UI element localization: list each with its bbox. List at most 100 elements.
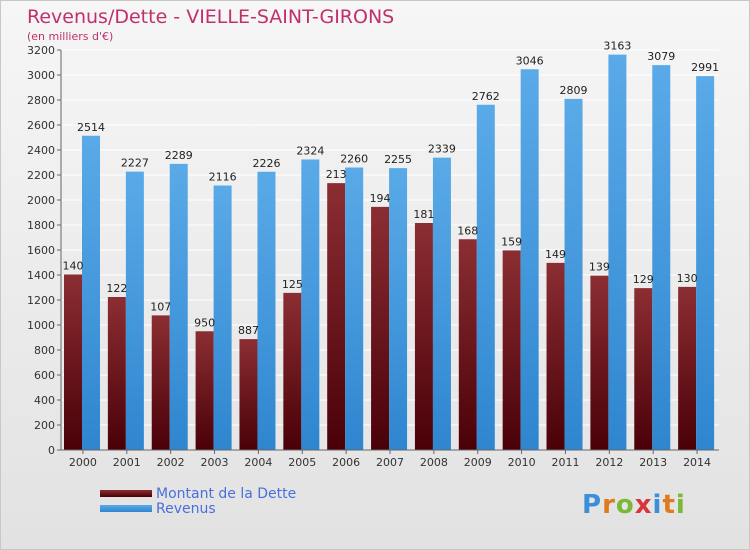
bar-revenue-2008 [432, 157, 451, 450]
data-label-debt: 139 [589, 261, 610, 274]
data-label-revenue: 2809 [560, 84, 588, 97]
bar-revenue-2007 [389, 168, 408, 450]
data-label-revenue: 3079 [647, 50, 675, 63]
bar-debt-2014 [678, 286, 697, 450]
y-tick-label: 1000 [27, 319, 55, 332]
legend-swatch-revenue [100, 505, 152, 512]
y-tick-label: 1800 [27, 219, 55, 232]
x-tick-label: 2007 [376, 456, 404, 469]
bar-debt-2004 [239, 339, 258, 450]
x-tick-label: 2002 [157, 456, 185, 469]
bar-revenue-2005 [301, 159, 320, 450]
data-label-debt: 950 [194, 316, 215, 329]
bar-debt-2001 [107, 297, 126, 450]
x-tick-label: 2004 [244, 456, 272, 469]
y-tick-label: 2600 [27, 119, 55, 132]
legend-label-debt: Montant de la Dette [156, 485, 297, 502]
data-label-revenue: 2227 [121, 157, 149, 170]
y-tick-label: 2400 [27, 144, 55, 157]
bar-debt-2013 [634, 288, 653, 450]
bar-revenue-2004 [257, 171, 276, 450]
legend-item-debt: Montant de la Dette [100, 485, 297, 502]
bar-debt-2002 [151, 315, 170, 450]
data-label-debt: 159 [501, 235, 522, 248]
bar-revenue-2011 [564, 98, 583, 450]
bar-revenue-2000 [82, 135, 100, 450]
data-label-revenue: 2289 [165, 149, 193, 162]
logo-letter: i [675, 490, 686, 520]
x-tick-label: 2009 [464, 456, 492, 469]
y-tick-label: 3000 [27, 69, 55, 82]
bar-revenue-2013 [652, 65, 671, 450]
proxiti-logo: Proxiti [582, 490, 686, 520]
y-tick-label: 0 [48, 444, 55, 457]
data-label-debt: 129 [633, 273, 654, 286]
x-tick-label: 2003 [201, 456, 229, 469]
y-tick-label: 1400 [27, 269, 55, 282]
data-label-debt: 140 [63, 260, 84, 273]
bars [64, 54, 715, 450]
y-tick-label: 2800 [27, 94, 55, 107]
bar-debt-2010 [502, 250, 521, 450]
y-tick-label: 200 [34, 419, 55, 432]
logo-letter: o [615, 490, 635, 520]
bar-revenue-2010 [520, 69, 539, 450]
bar-debt-2009 [458, 239, 477, 450]
logo-letter: r [602, 490, 616, 520]
data-label-revenue: 2116 [209, 171, 237, 184]
data-labels: 140 2514 122 2227 107 2289 950 2116 887 2226 125 23… [63, 40, 720, 338]
data-label-revenue: 2260 [340, 153, 368, 166]
data-label-debt: 149 [545, 248, 566, 261]
chart-subtitle: (en milliers d'€) [27, 30, 114, 43]
logo-letter: i [652, 490, 663, 520]
y-tick-label: 600 [34, 369, 55, 382]
y-tick-label: 1600 [27, 244, 55, 257]
logo-letter: P [582, 490, 603, 520]
bar-revenue-2002 [169, 163, 188, 450]
legend-item-revenue: Revenus [100, 500, 296, 517]
data-label-revenue: 3163 [603, 40, 631, 53]
data-label-debt: 181 [413, 208, 434, 221]
x-tick-label: 2000 [69, 456, 97, 469]
data-label-debt: 107 [150, 300, 171, 313]
data-label-debt: 887 [238, 324, 259, 337]
x-tick-label: 2008 [420, 456, 448, 469]
x-tick-label: 2001 [113, 456, 141, 469]
bar-debt-2000 [64, 274, 82, 450]
legend-label-revenue: Revenus [156, 500, 216, 517]
x-tick-label: 2011 [551, 456, 579, 469]
data-label-debt: 168 [457, 224, 478, 237]
bar-revenue-2009 [476, 104, 495, 450]
x-tick-label: 2013 [639, 456, 667, 469]
y-tick-label: 1200 [27, 294, 55, 307]
bar-revenue-2006 [345, 167, 364, 450]
data-label-revenue: 2339 [428, 143, 456, 156]
logo-letter: t [662, 490, 676, 520]
bar-debt-2008 [414, 223, 433, 450]
bar-debt-2005 [283, 292, 302, 450]
chart-title: Revenus/Dette - VIELLE-SAINT-GIRONS [27, 6, 395, 28]
bar-debt-2003 [195, 331, 214, 450]
bar-revenue-2003 [213, 185, 232, 450]
bar-revenue-2001 [125, 171, 144, 450]
bar-debt-2006 [327, 183, 346, 450]
y-tick-label: 2200 [27, 169, 55, 182]
axes: 0 200 400 600 800 1000 1200 1400 1600 1800 2000 220… [27, 44, 719, 469]
bar-debt-2012 [590, 275, 609, 450]
x-tick-label: 2014 [683, 456, 711, 469]
bar-debt-2007 [371, 206, 390, 450]
data-label-revenue: 2226 [252, 157, 280, 170]
data-label-debt: 125 [282, 278, 303, 291]
x-tick-label: 2006 [332, 456, 360, 469]
data-label-revenue: 2255 [384, 153, 412, 166]
data-label-revenue: 2762 [472, 90, 500, 103]
x-tick-label: 2005 [288, 456, 316, 469]
data-label-revenue: 2514 [77, 121, 105, 134]
data-label-revenue: 2991 [691, 61, 719, 74]
data-label-debt: 130 [677, 272, 698, 285]
logo-letter: x [634, 490, 653, 520]
data-label-debt: 213 [326, 168, 347, 181]
data-label-debt: 122 [106, 282, 127, 295]
data-label-revenue: 3046 [516, 54, 544, 67]
